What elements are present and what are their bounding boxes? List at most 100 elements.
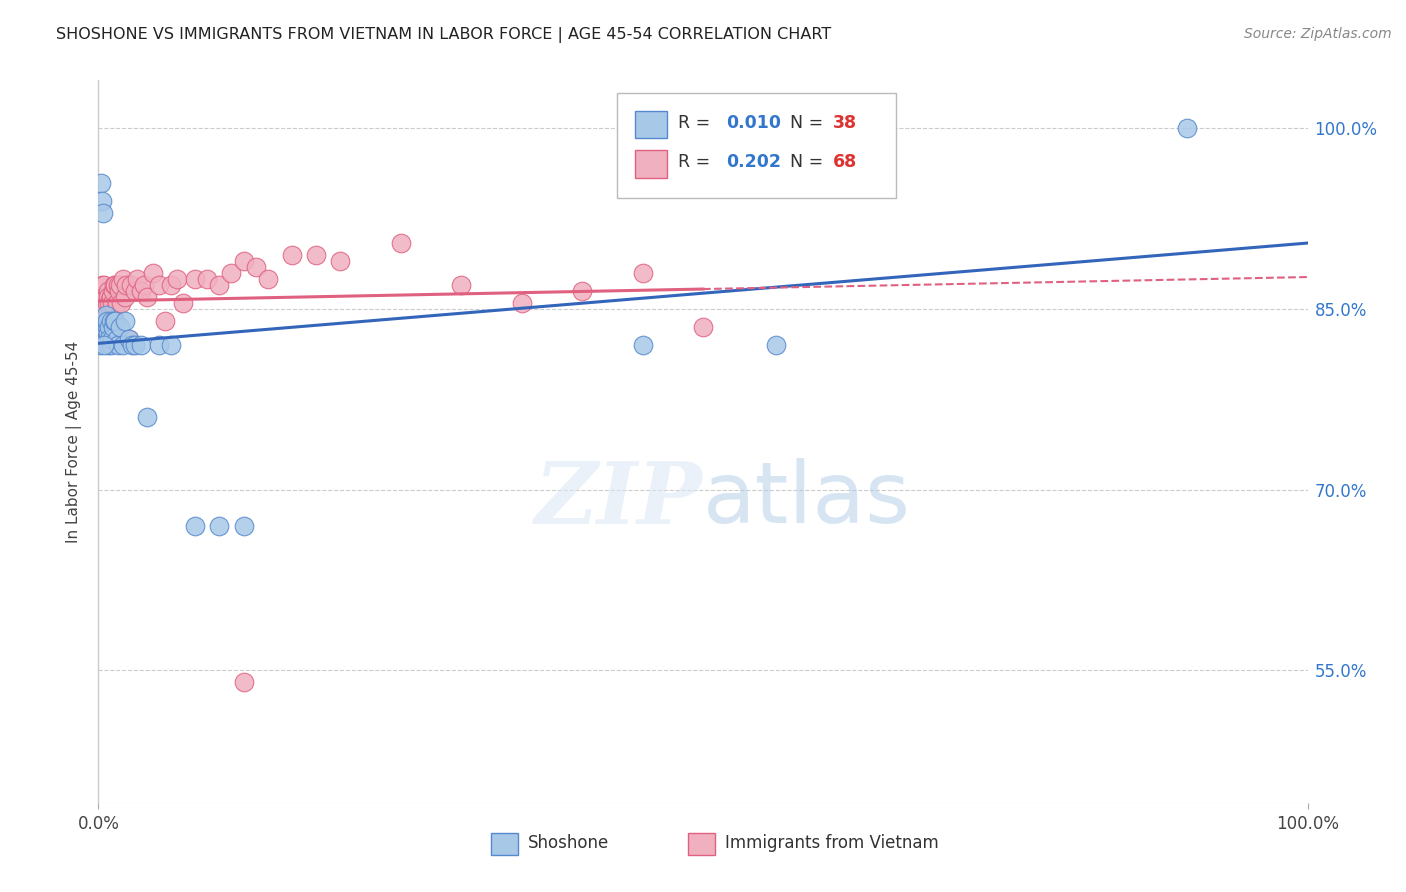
Point — [103, 314, 125, 328]
Point — [89, 290, 111, 304]
Text: 38: 38 — [832, 114, 856, 132]
Point — [107, 338, 129, 352]
Text: Source: ZipAtlas.com: Source: ZipAtlas.com — [1244, 27, 1392, 41]
Point — [100, 290, 122, 304]
Point — [104, 314, 127, 328]
Point — [100, 308, 122, 322]
Point — [389, 235, 412, 250]
Point — [96, 320, 118, 334]
Point — [89, 314, 111, 328]
Point — [208, 278, 231, 293]
Point — [97, 284, 120, 298]
Point — [91, 194, 114, 208]
Point — [115, 278, 138, 293]
Point — [91, 290, 114, 304]
Point — [100, 296, 122, 310]
Point — [135, 290, 157, 304]
Point — [329, 254, 352, 268]
Point — [510, 296, 533, 310]
Text: 68: 68 — [832, 153, 856, 171]
Point — [148, 338, 170, 352]
Point — [96, 314, 118, 328]
Point — [450, 278, 472, 293]
Point — [111, 338, 134, 352]
Point — [129, 284, 152, 298]
Point — [134, 278, 156, 293]
Point — [631, 266, 654, 280]
Text: 0.010: 0.010 — [725, 114, 780, 132]
FancyBboxPatch shape — [636, 151, 666, 178]
Point — [101, 308, 124, 322]
Point — [100, 314, 122, 328]
Point — [91, 320, 114, 334]
Point — [118, 332, 141, 346]
Point — [91, 296, 114, 310]
Point — [692, 320, 714, 334]
Point — [108, 320, 131, 334]
Point — [98, 296, 121, 310]
Point — [221, 266, 243, 280]
Point — [118, 332, 141, 346]
Point — [93, 320, 115, 334]
Point — [172, 296, 194, 310]
Point — [98, 314, 121, 328]
Point — [96, 314, 118, 328]
Text: N =: N = — [790, 153, 824, 171]
Point — [91, 205, 114, 219]
Text: R =: R = — [678, 153, 710, 171]
Point — [195, 272, 218, 286]
Point — [129, 338, 152, 352]
Point — [101, 284, 124, 298]
Point — [135, 410, 157, 425]
Point — [108, 284, 131, 298]
Text: Shoshone: Shoshone — [527, 834, 609, 852]
Text: R =: R = — [678, 114, 710, 132]
Point — [124, 284, 146, 298]
Text: 0.202: 0.202 — [725, 153, 780, 171]
Point — [184, 519, 207, 533]
Point — [100, 290, 122, 304]
Point — [98, 332, 121, 346]
Text: atlas: atlas — [703, 458, 911, 541]
Text: ZIP: ZIP — [536, 458, 703, 541]
Point — [101, 320, 124, 334]
Point — [96, 296, 118, 310]
Text: N =: N = — [790, 114, 824, 132]
Point — [184, 272, 207, 286]
Point — [208, 519, 231, 533]
Point — [281, 248, 304, 262]
Point — [105, 296, 128, 310]
Point — [120, 278, 142, 293]
Point — [93, 290, 115, 304]
Point — [91, 278, 114, 293]
Point — [94, 308, 117, 322]
Point — [166, 272, 188, 286]
Point — [305, 248, 328, 262]
Point — [232, 254, 254, 268]
Point — [114, 314, 136, 328]
Point — [94, 314, 117, 328]
Point — [93, 338, 115, 352]
FancyBboxPatch shape — [636, 111, 666, 138]
Point — [114, 290, 136, 304]
Point — [89, 338, 111, 352]
Point — [127, 272, 149, 286]
Text: Immigrants from Vietnam: Immigrants from Vietnam — [724, 834, 939, 852]
Point — [148, 278, 170, 293]
Point — [100, 338, 122, 352]
Point — [97, 338, 120, 352]
Point — [96, 314, 118, 328]
Point — [94, 290, 117, 304]
Point — [121, 338, 143, 352]
Point — [97, 290, 120, 304]
Point — [90, 176, 112, 190]
Point — [142, 266, 165, 280]
Point — [97, 326, 120, 341]
Point — [98, 320, 121, 334]
Point — [105, 332, 128, 346]
Point — [110, 296, 132, 310]
Point — [631, 338, 654, 352]
Point — [98, 308, 121, 322]
Point — [108, 278, 131, 293]
Point — [765, 338, 787, 352]
